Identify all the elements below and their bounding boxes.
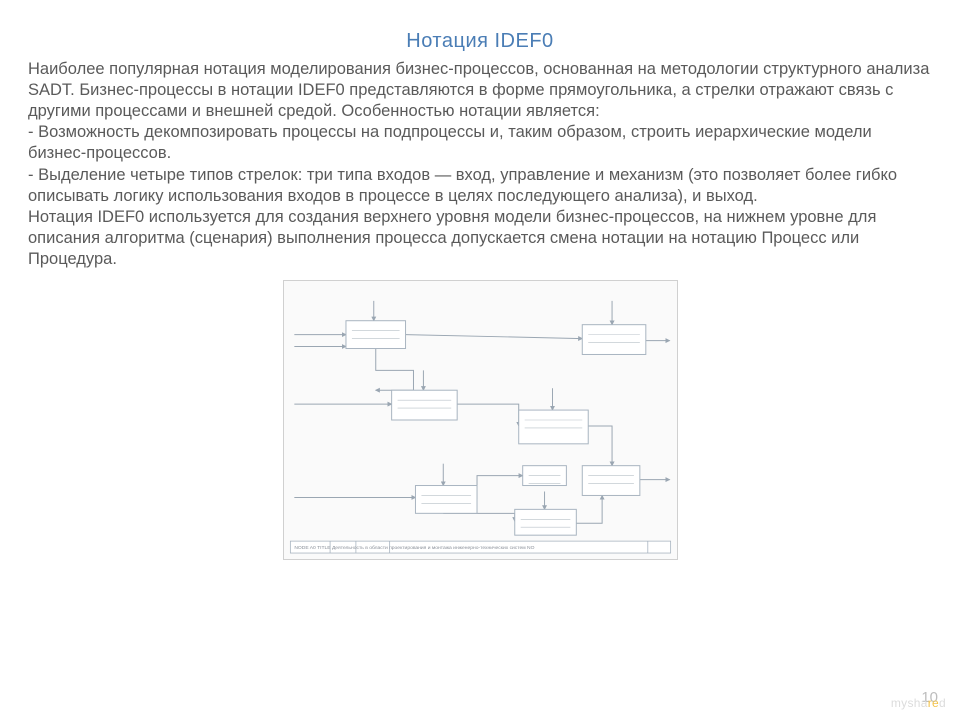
slide: Нотация IDEF0 Наиболее популярная нотаци…: [0, 0, 960, 720]
diagram-svg: NODE A0 TITLE Деятельность в области про…: [284, 281, 677, 559]
watermark-tail: d: [939, 696, 946, 710]
paragraph: - Выделение четыре типов стрелок: три ти…: [28, 166, 897, 205]
watermark-accent: re: [928, 696, 939, 710]
diagram-container: NODE A0 TITLE Деятельность в области про…: [283, 280, 678, 560]
paragraph: - Возможность декомпозировать процессы н…: [28, 123, 872, 162]
svg-text:NODE A0 TITLE Деятельнос: NODE A0 TITLE Деятельность в области про…: [294, 545, 534, 551]
watermark: myshared: [891, 696, 946, 710]
paragraph: Наиболее популярная нотация моделировани…: [28, 60, 929, 120]
idef0-diagram: NODE A0 TITLE Деятельность в области про…: [283, 280, 678, 560]
watermark-text: mysha: [891, 696, 928, 710]
slide-body: Наиболее популярная нотация моделировани…: [28, 59, 932, 270]
paragraph: Нотация IDEF0 используется для создания …: [28, 208, 876, 268]
slide-title: Нотация IDEF0: [28, 30, 932, 53]
